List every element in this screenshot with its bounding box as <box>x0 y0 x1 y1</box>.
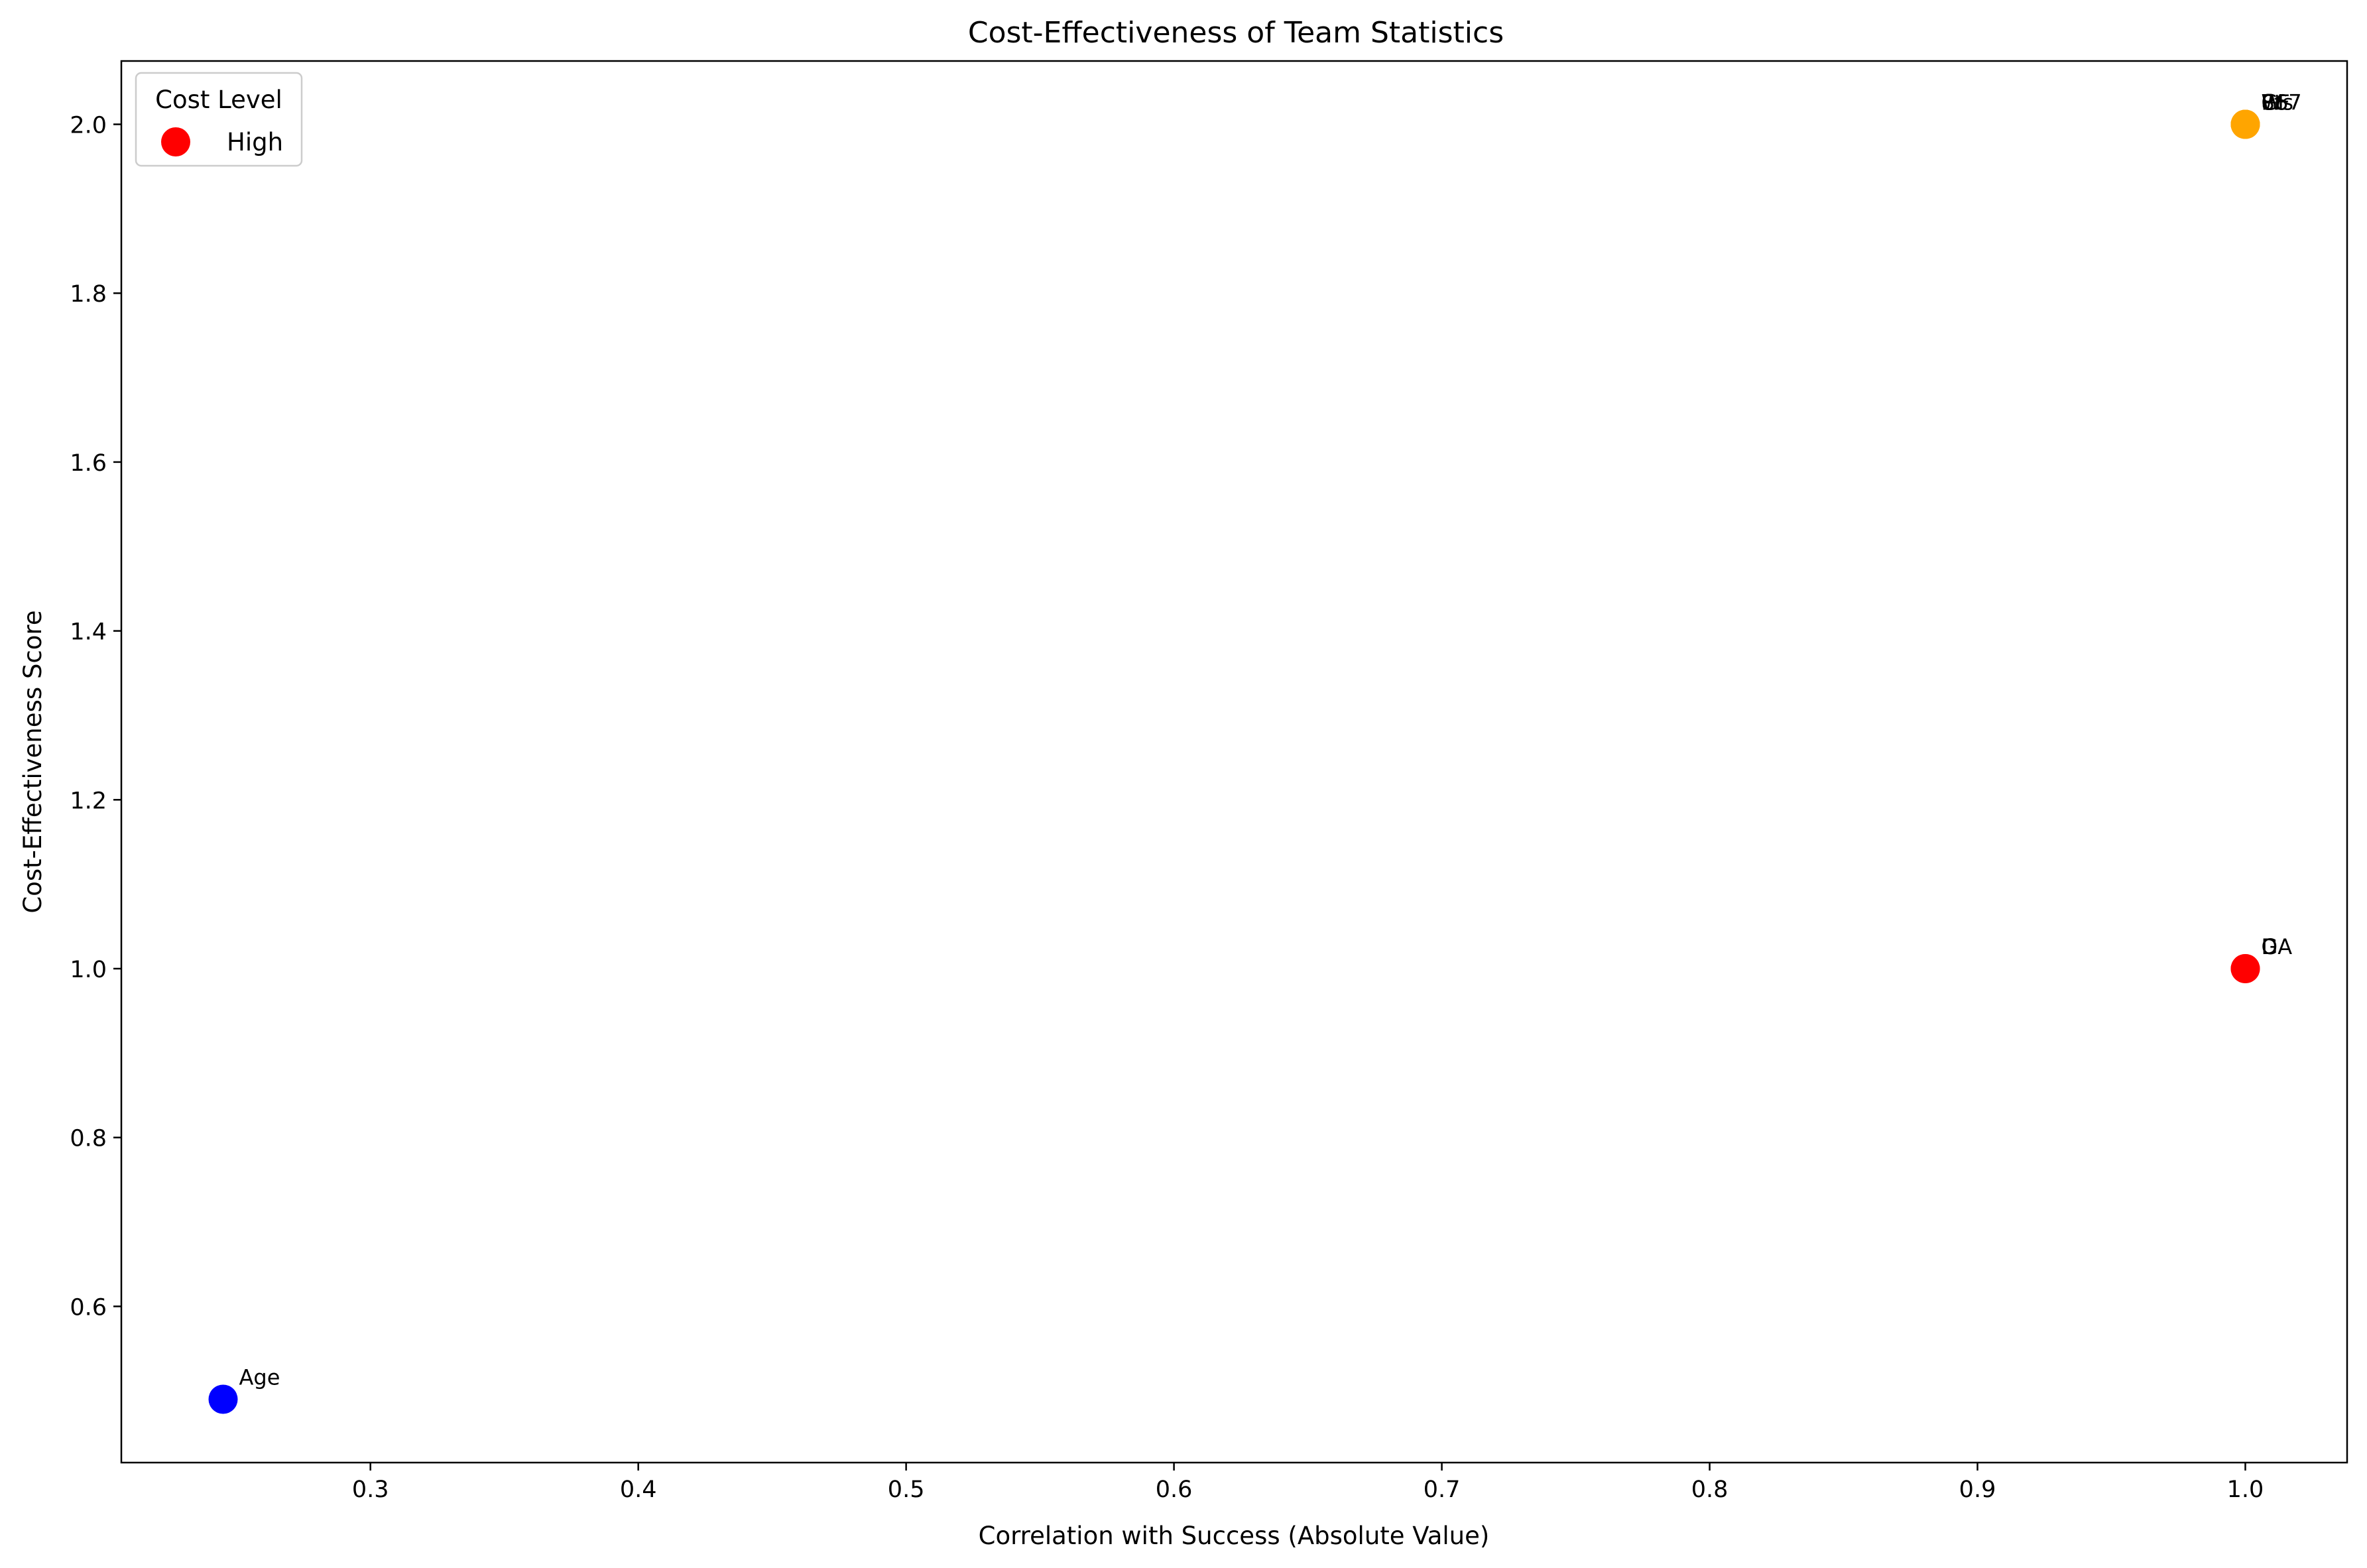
x-axis-label: Correlation with Success (Absolute Value… <box>979 1522 1490 1550</box>
y-tick-label: 1.8 <box>70 281 107 308</box>
x-tick-label: 0.8 <box>1691 1477 1729 1503</box>
x-tick-label: 0.7 <box>1424 1477 1461 1503</box>
point-label-d: D <box>2261 934 2277 959</box>
x-axis-ticks: 0.3 0.4 0.5 0.6 0.7 0.8 0.9 1.0 <box>352 1463 2264 1503</box>
point-label-867: 867 <box>2261 90 2301 115</box>
y-tick-label: 1.6 <box>70 450 107 477</box>
y-axis-label: Cost-Effectiveness Score <box>19 610 47 913</box>
legend-marker-high <box>161 127 190 156</box>
x-tick-label: 0.4 <box>620 1477 657 1503</box>
point-label-pts: Pts <box>2261 90 2293 115</box>
chart-title: Cost-Effectiveness of Team Statistics <box>968 16 1504 50</box>
legend-title: Cost Level <box>155 86 282 114</box>
x-tick-label: 0.5 <box>888 1477 925 1503</box>
y-axis-ticks: 0.6 0.8 1.0 1.2 1.4 1.6 1.8 2.0 <box>70 113 121 1321</box>
point-label-w: W <box>2261 90 2282 115</box>
data-point-age <box>208 1384 238 1414</box>
x-tick-label: 0.6 <box>1156 1477 1193 1503</box>
data-points <box>208 109 2260 1414</box>
x-tick-label: 0.9 <box>1959 1477 1996 1503</box>
x-tick-label: 1.0 <box>2227 1477 2264 1503</box>
point-label-gf: GF <box>2261 90 2289 115</box>
y-tick-label: 1.4 <box>70 619 107 646</box>
data-point-867 <box>2230 109 2260 139</box>
y-tick-label: 1.0 <box>70 957 107 983</box>
y-tick-label: 2.0 <box>70 113 107 139</box>
point-label-ga: GA <box>2261 934 2292 959</box>
data-point-d <box>2230 954 2260 984</box>
legend: Cost Level High <box>135 72 303 167</box>
y-tick-label: 0.6 <box>70 1294 107 1321</box>
plot-area-frame <box>120 60 2348 1464</box>
point-label-age: Age <box>239 1364 280 1390</box>
x-tick-label: 0.3 <box>352 1477 389 1503</box>
y-tick-label: 0.8 <box>70 1126 107 1152</box>
y-tick-label: 1.2 <box>70 788 107 814</box>
legend-label-high: High <box>227 128 283 156</box>
